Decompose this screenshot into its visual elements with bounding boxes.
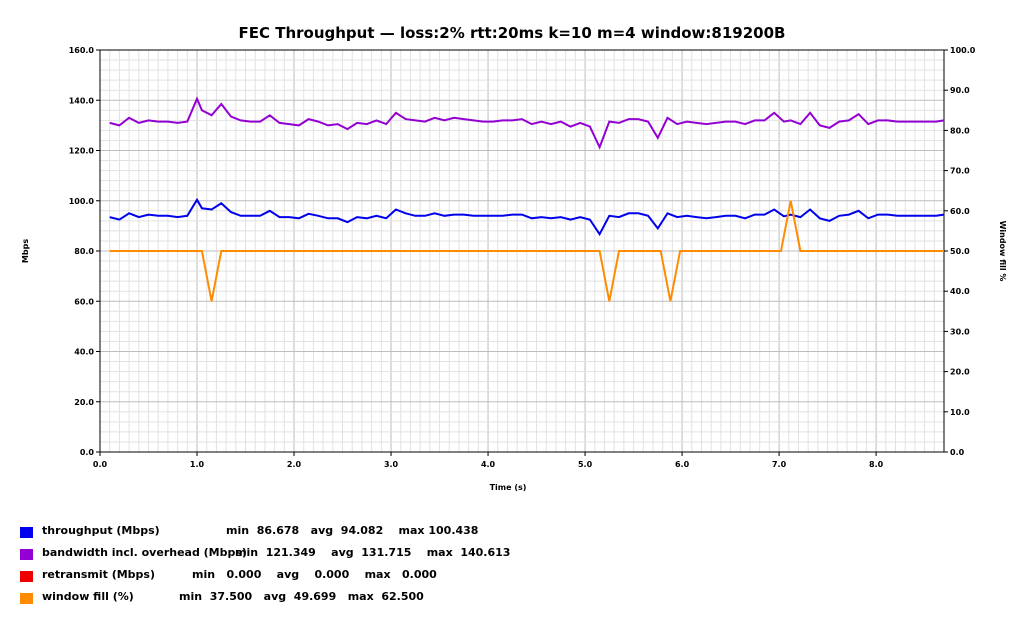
y-tick-label: 100.0 xyxy=(69,197,95,206)
y-tick-label: 120.0 xyxy=(69,147,95,156)
y2-tick-label: 80.0 xyxy=(950,126,970,135)
y2-tick-label: 30.0 xyxy=(950,327,970,336)
x-tick-label: 5.0 xyxy=(578,460,593,469)
y2-tick-label: 90.0 xyxy=(950,86,970,95)
x-tick-label: 4.0 xyxy=(481,460,496,469)
y2-tick-label: 50.0 xyxy=(950,247,970,256)
x-tick-label: 1.0 xyxy=(190,460,205,469)
legend-swatch-throughput xyxy=(20,527,33,538)
x-tick-label: 2.0 xyxy=(287,460,302,469)
legend-swatch-bandwidth xyxy=(20,549,33,560)
y2-tick-label: 20.0 xyxy=(950,368,970,377)
y2-tick-label: 100.0 xyxy=(950,46,976,55)
y-tick-label: 160.0 xyxy=(69,46,95,55)
x-tick-label: 0.0 xyxy=(93,460,108,469)
chart: FEC Throughput — loss:2% rtt:20ms k=10 m… xyxy=(21,24,1007,492)
y-tick-label: 0.0 xyxy=(80,448,95,457)
series-line-0 xyxy=(109,197,945,237)
x-tick-label: 3.0 xyxy=(384,460,399,469)
legend-stats: min 86.678 avg 94.082 max 100.438 xyxy=(226,524,479,537)
legend-swatch-window-fill xyxy=(20,593,33,604)
chart-title: FEC Throughput — loss:2% rtt:20ms k=10 m… xyxy=(239,24,786,42)
y-axis-label: Mbps xyxy=(21,239,30,263)
x-tick-label: 6.0 xyxy=(675,460,690,469)
series-line-3 xyxy=(109,200,944,302)
legend-swatch-retransmit xyxy=(20,571,33,582)
y-tick-label: 140.0 xyxy=(69,96,95,105)
legend-label: window fill (%) xyxy=(42,590,134,603)
x-tick-label: 7.0 xyxy=(772,460,787,469)
axis-ticks: 0.0 1.0 2.0 3.0 4.0 5.0 6.0 7.0 8.0 0.0 20.0 40.0 60… xyxy=(69,46,976,469)
x-tick-label: 8.0 xyxy=(869,460,884,469)
y-tick-label: 60.0 xyxy=(74,297,94,306)
y-tick-label: 40.0 xyxy=(74,348,94,357)
y2-tick-label: 60.0 xyxy=(950,207,970,216)
legend-stats: min 37.500 avg 49.699 max 62.500 xyxy=(179,590,424,603)
legend-stats: min 121.349 avg 131.715 max 140.613 xyxy=(235,546,511,559)
y2-tick-label: 10.0 xyxy=(950,408,970,417)
y2-tick-label: 0.0 xyxy=(950,448,965,457)
legend-label: retransmit (Mbps) xyxy=(42,568,155,581)
legend-label: bandwidth incl. overhead (Mbps) xyxy=(42,546,247,559)
y2-axis-label: Window fill % xyxy=(998,221,1007,282)
y2-tick-label: 70.0 xyxy=(950,167,970,176)
x-axis-label: Time (s) xyxy=(490,483,527,492)
y2-tick-label: 40.0 xyxy=(950,287,970,296)
y-tick-label: 80.0 xyxy=(74,247,94,256)
y-tick-label: 20.0 xyxy=(74,398,94,407)
legend-label: throughput (Mbps) xyxy=(42,524,160,537)
series-layer xyxy=(109,96,945,302)
legend-stats: min 0.000 avg 0.000 max 0.000 xyxy=(192,568,437,581)
series-line-1 xyxy=(109,96,945,150)
